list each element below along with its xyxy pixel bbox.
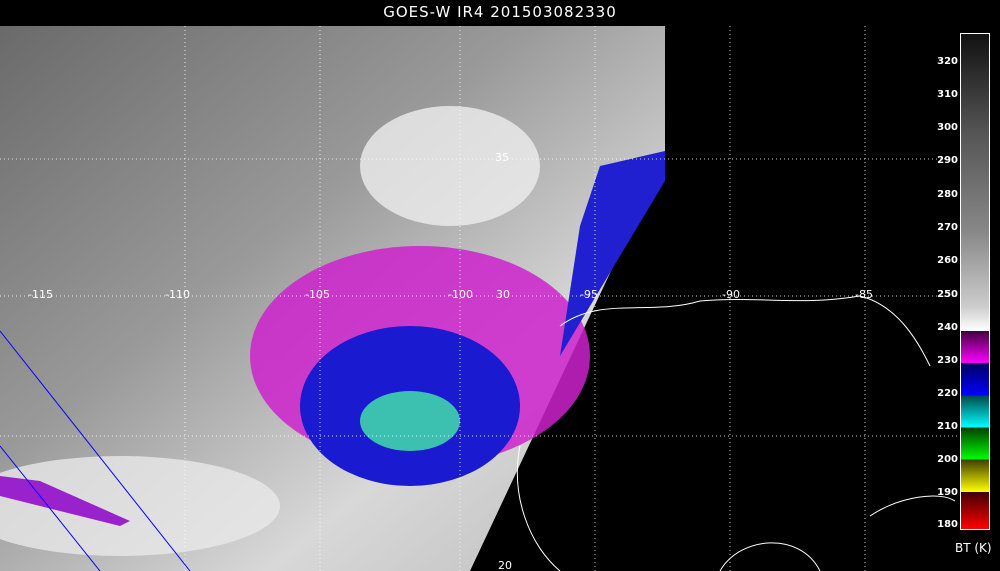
colorbar-tick: 190	[937, 487, 958, 498]
colorbar-tick: 270	[937, 222, 958, 233]
lon-label: -95	[580, 288, 598, 301]
image-title: GOES-W IR4 201503082330	[383, 3, 617, 21]
lon-label: -105	[305, 288, 330, 301]
colorbar-tick: 320	[937, 56, 958, 67]
boundary-line	[0, 445, 101, 571]
colorbar-tick: 240	[937, 322, 958, 333]
colorbar-tick: 250	[937, 289, 958, 300]
lat-label: 35	[495, 151, 509, 164]
colorbar-tick: 210	[937, 421, 958, 432]
lat-label: 20	[498, 559, 512, 571]
cold-cloud-blue	[560, 151, 665, 356]
colorbar-tick: 230	[937, 355, 958, 366]
coastline	[516, 445, 561, 571]
lon-label: -90	[722, 288, 740, 301]
lat-label: 30	[496, 288, 510, 301]
coastline	[719, 542, 821, 571]
colorbar	[960, 33, 990, 530]
lon-label: -115	[28, 288, 53, 301]
colorbar-unit-label: BT (K)	[955, 541, 992, 555]
cold-cloud-cyan	[360, 391, 460, 451]
lon-label: -110	[165, 288, 190, 301]
lon-label: -85	[855, 288, 873, 301]
boundary-line	[0, 330, 191, 571]
satellite-map: -115 -110 -105 -100 -95 -90 -85 35 30 20	[0, 26, 960, 571]
cold-cloud-magenta	[0, 476, 130, 526]
colorbar-tick: 180	[937, 519, 958, 530]
graticule	[0, 26, 960, 571]
bright-cloud	[0, 456, 280, 556]
coastline	[559, 295, 931, 367]
coastline	[869, 495, 956, 517]
colorbar-tick: 300	[937, 122, 958, 133]
bright-cloud	[360, 106, 540, 226]
lon-label: -100	[448, 288, 473, 301]
colorbar-tick: 260	[937, 255, 958, 266]
colorbar-tick: 200	[937, 454, 958, 465]
colorbar-tick: 290	[937, 155, 958, 166]
colorbar-tick: 280	[937, 189, 958, 200]
colorbar-tick: 310	[937, 89, 958, 100]
colorbar-tick: 220	[937, 388, 958, 399]
